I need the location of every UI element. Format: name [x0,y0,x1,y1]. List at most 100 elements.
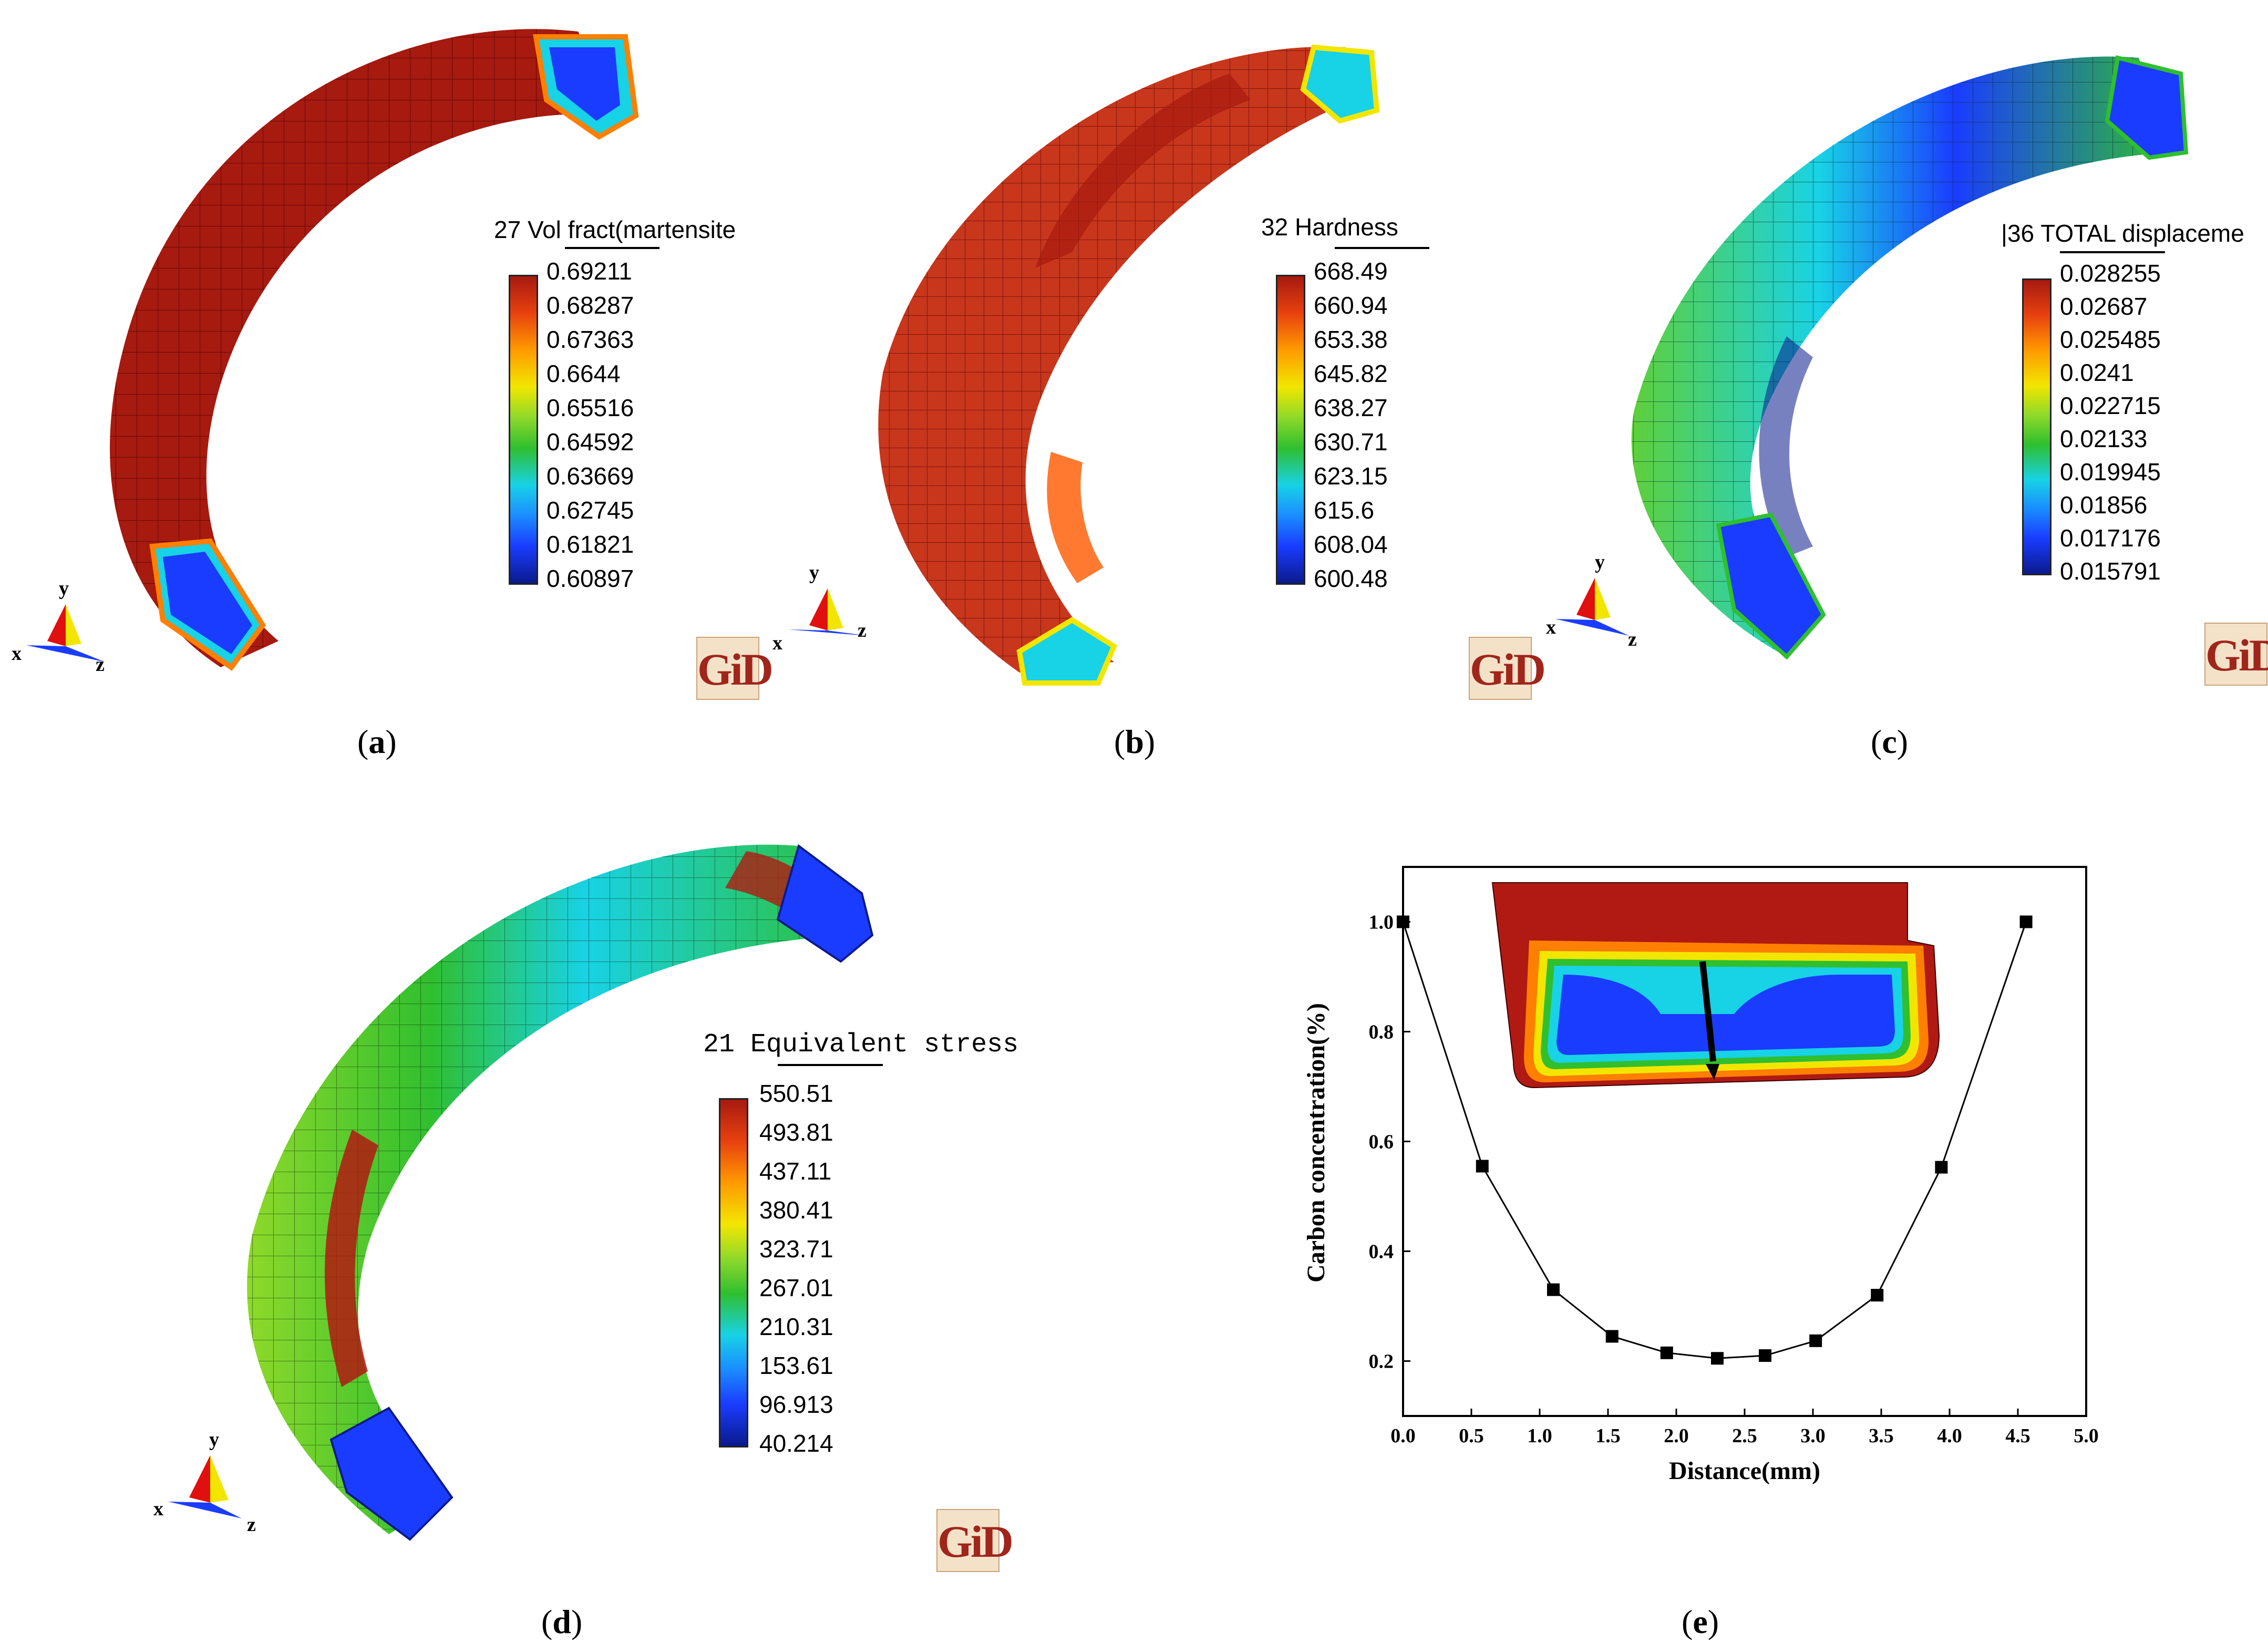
x-tick-label: 0.5 [1459,1425,1484,1447]
axis-z-label-a: z [96,654,105,676]
x-tick-label: 2.0 [1664,1425,1689,1447]
gid-logo-c: GiD [2204,623,2268,686]
colorbar-b [1276,275,1305,585]
axis-triad-c [1555,578,1629,636]
gid-logo-a: GiD [696,637,774,700]
legend-tick: 615.6 [1314,497,1375,524]
ring-model-d [247,844,874,1541]
legend-tick: 210.31 [759,1313,833,1340]
y-axis-label: Carbon concentration(%) [1302,1003,1330,1283]
x-tick-label: 1.0 [1527,1425,1552,1447]
data-point [1935,1161,1948,1174]
legend-tick: 0.017176 [2060,524,2161,552]
legend-tick: 380.41 [759,1196,833,1224]
x-tick-label: 4.0 [1937,1425,1962,1447]
data-point [1476,1160,1489,1173]
inset-arrow-head [1706,1064,1719,1080]
x-tick-label: 3.5 [1869,1425,1894,1447]
legend-title-underline-b [1335,247,1429,249]
axis-triad-d [168,1455,242,1518]
y-tick-label: 0.8 [1369,1021,1394,1043]
caption-e: (e) [1682,1603,1719,1640]
legend-tick: 0.028255 [2060,260,2161,287]
legend-tick: 660.94 [1314,292,1388,319]
axis-triad-b [788,588,867,636]
colorbar-a [509,275,538,585]
caption-d: (d) [541,1603,583,1640]
legend-tick: 0.022715 [2060,392,2161,419]
legend-tick: 0.60897 [547,565,634,592]
legend-title-d: 21 Equivalent stress [703,1030,1018,1060]
legend-tick: 0.01856 [2060,491,2148,519]
axis-triad-a [26,604,105,662]
gid-logo-b: GiD [1469,637,1546,700]
axis-z-label-c: z [1628,628,1637,650]
data-point [2019,915,2033,928]
axis-z-label-d: z [247,1514,256,1536]
legend-tick: 668.49 [1314,257,1388,285]
ring-model-b [878,44,1380,686]
x-tick-label: 2.5 [1732,1425,1757,1447]
legend-title-a: 27 Vol fract(martensite [494,216,736,243]
legend-tick: 437.11 [759,1157,832,1185]
legend-tick: 0.65516 [547,394,634,421]
legend-tick: 267.01 [759,1274,833,1301]
gid-logo-d: GiD [936,1509,1014,1572]
data-point [1809,1334,1822,1347]
x-tick-label: 4.5 [2005,1425,2030,1447]
data-point [1711,1352,1724,1365]
legend-tick: 0.02687 [2060,293,2148,320]
y-tick-label: 0.6 [1369,1131,1394,1153]
data-point [1871,1289,1884,1302]
x-axis-label: Distance(mm) [1669,1457,1820,1485]
legend-tick: 493.81 [759,1119,833,1146]
colorbar-c [2022,278,2051,575]
x-tick-label: 0.0 [1390,1425,1416,1447]
legend-tick: 0.63669 [547,462,634,490]
legend-tick: 653.38 [1314,326,1388,353]
axis-y-label-c: y [1595,551,1605,573]
legend-tick: 630.71 [1314,428,1388,456]
colorbar-d [719,1098,748,1447]
legend-title-underline-d [778,1064,883,1066]
legend-tick: 0.015791 [2060,557,2161,585]
legend-title-b: 32 Hardness [1261,213,1398,241]
axis-z-label-b: z [858,619,867,642]
data-point [1660,1346,1673,1359]
y-tick-label: 0.2 [1369,1351,1394,1373]
legend-tick: 0.64592 [547,428,634,456]
axis-x-label-d: x [153,1498,163,1520]
legend-tick: 608.04 [1314,531,1388,558]
legend-tick: 623.15 [1314,462,1388,490]
legend-tick: 600.48 [1314,565,1388,592]
axis-y-label-d: y [209,1429,219,1451]
legend-tick: 0.69211 [547,257,632,285]
caption-b: (b) [1114,723,1156,760]
legend-tick: 0.0241 [2060,359,2134,386]
legend-tick: 0.68287 [547,292,634,319]
legend-title-c: |36 TOTAL displaceme [2001,220,2244,247]
data-point [1605,1330,1618,1343]
x-tick-label: 3.0 [1800,1425,1826,1447]
legend-tick: 645.82 [1314,360,1388,387]
legend-tick: 638.27 [1314,394,1388,421]
y-tick-label: 1.0 [1369,912,1394,934]
legend-title-underline-c [2060,251,2165,253]
inset-arrow [1699,961,1716,1062]
inset-cross-section [1491,882,1940,1089]
data-point [1547,1283,1560,1296]
axis-y-label-b: y [809,562,819,584]
legend-tick: 0.62745 [547,497,634,524]
legend-tick: 323.71 [759,1235,833,1263]
legend-tick: 0.025485 [2060,326,2161,353]
legend-tick: 0.67363 [547,326,634,353]
ring-model-c [1631,55,2189,660]
legend-tick: 96.913 [759,1391,833,1418]
x-tick-label: 1.5 [1595,1425,1621,1447]
ring-model-a [110,29,639,671]
legend-tick: 153.61 [759,1352,833,1379]
legend-tick: 0.02133 [2060,425,2148,452]
caption-c: (c) [1871,723,1909,760]
legend-tick: 0.61821 [547,531,634,558]
legend-tick: 0.019945 [2060,458,2161,485]
